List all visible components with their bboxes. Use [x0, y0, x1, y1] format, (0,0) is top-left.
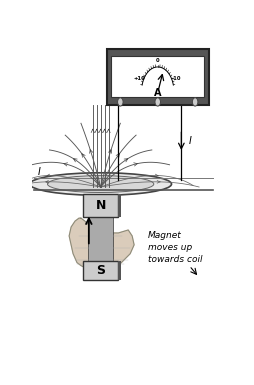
Text: 0: 0: [156, 58, 160, 63]
Text: I: I: [188, 136, 191, 146]
Bar: [83, 194, 118, 217]
Bar: [118, 194, 121, 217]
Text: Magnet
moves up
towards coil: Magnet moves up towards coil: [148, 231, 202, 264]
Text: N: N: [96, 199, 106, 212]
Text: -10: -10: [171, 76, 181, 81]
Text: S: S: [96, 264, 105, 277]
Bar: [88, 217, 113, 261]
Ellipse shape: [47, 176, 154, 192]
Ellipse shape: [30, 173, 171, 195]
Bar: [83, 261, 118, 280]
Bar: [118, 261, 121, 280]
Circle shape: [155, 98, 161, 106]
Bar: [107, 49, 209, 105]
Circle shape: [118, 98, 123, 106]
Polygon shape: [69, 218, 134, 271]
Text: +10: +10: [133, 76, 145, 81]
Bar: [112, 56, 204, 97]
Text: I: I: [38, 167, 41, 177]
Text: A: A: [154, 88, 162, 98]
Circle shape: [192, 98, 198, 106]
